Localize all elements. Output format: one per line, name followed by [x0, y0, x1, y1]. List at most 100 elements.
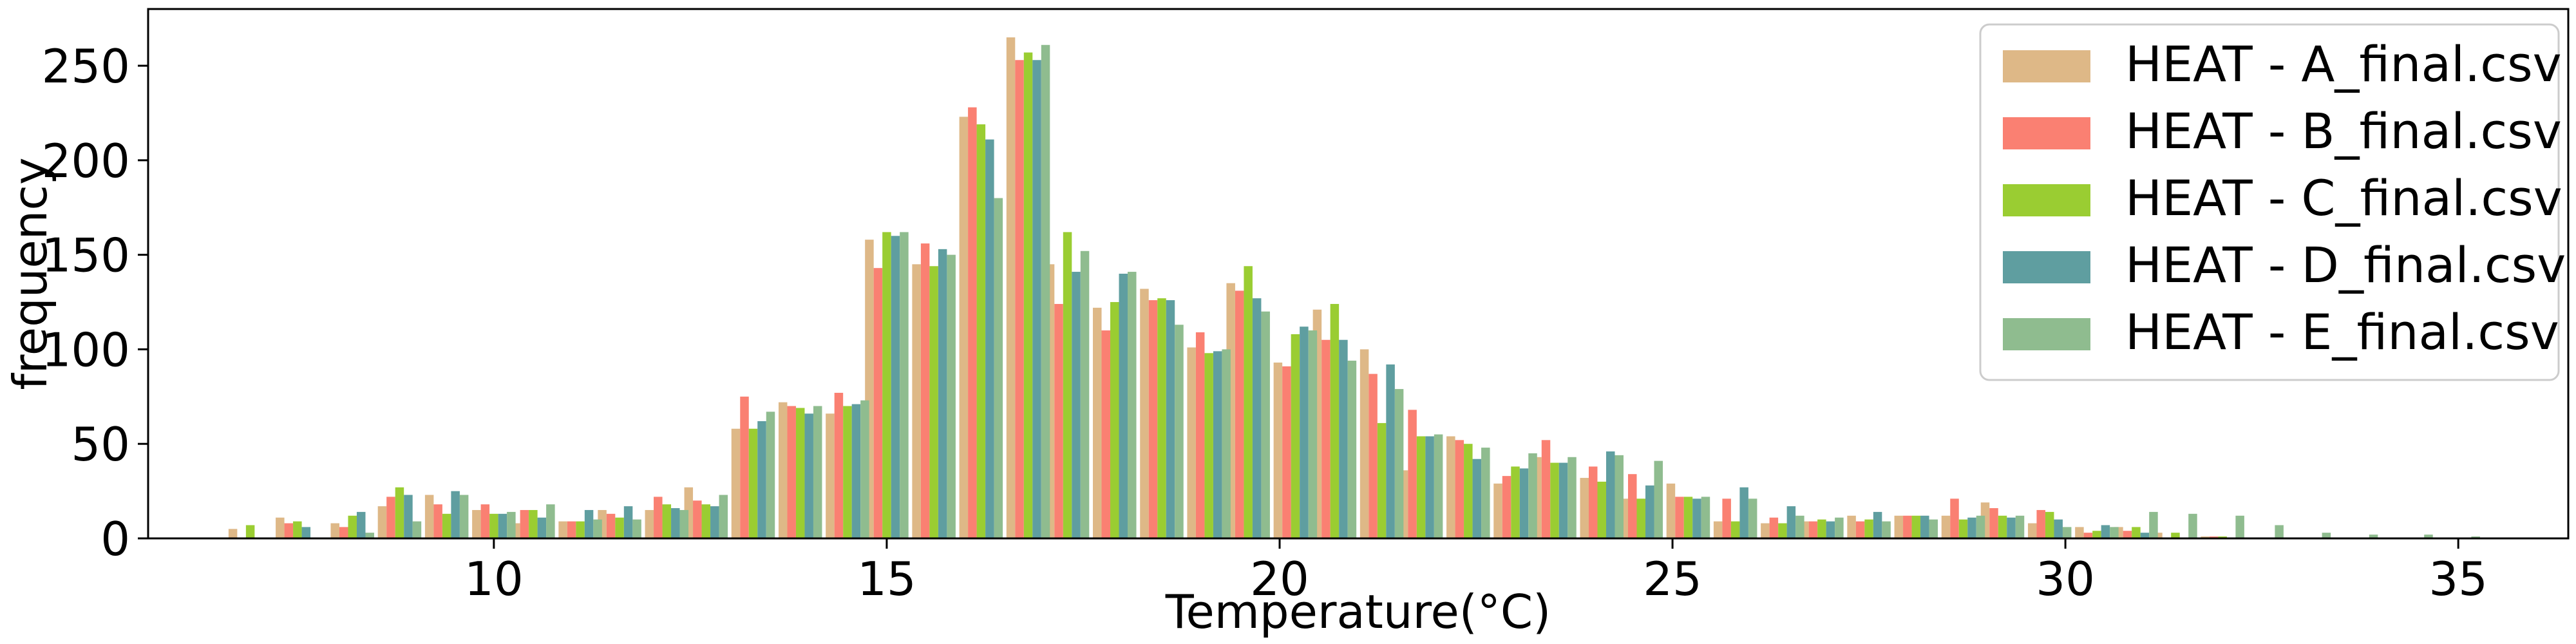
bar	[1222, 349, 1231, 538]
bar	[1929, 519, 1938, 538]
y-tick-label: 100	[42, 323, 130, 377]
bar	[489, 513, 498, 538]
bars-layer	[228, 37, 2480, 539]
bar	[377, 506, 387, 538]
bar	[459, 495, 469, 538]
bar	[1493, 483, 1502, 538]
bar	[293, 521, 302, 538]
bar	[2007, 517, 2016, 538]
legend-label: HEAT - B_final.csv	[2125, 102, 2562, 160]
bar	[1339, 339, 1348, 538]
bar	[1235, 290, 1244, 538]
bar	[1882, 521, 1891, 538]
bar	[2054, 519, 2063, 538]
bar	[748, 428, 758, 538]
bar	[900, 232, 909, 538]
bar	[2092, 531, 2101, 538]
bar	[778, 402, 788, 538]
bar	[1157, 298, 1166, 538]
x-axis-ticks: 10 15 20 25 30 35	[464, 538, 2488, 606]
bar	[1291, 334, 1300, 538]
bar	[1541, 440, 1551, 538]
bar	[1472, 459, 1482, 538]
bar	[693, 500, 702, 538]
bar	[976, 124, 986, 538]
bar	[2132, 527, 2141, 538]
bar	[813, 406, 822, 538]
bar	[2171, 533, 2180, 538]
bar	[1195, 332, 1205, 538]
bar	[1920, 515, 1929, 538]
bar	[1032, 60, 1041, 538]
bar	[679, 509, 689, 538]
bar	[1722, 498, 1731, 538]
bar	[1416, 436, 1426, 538]
bar	[615, 517, 624, 538]
legend-swatch	[2003, 117, 2090, 149]
y-tick-label: 250	[42, 39, 130, 93]
y-tick-label: 150	[42, 229, 130, 283]
bar	[1605, 451, 1615, 538]
bar	[451, 491, 460, 538]
x-tick-label: 35	[2429, 552, 2488, 606]
bar	[529, 509, 538, 538]
bar	[1502, 476, 1511, 538]
bar	[766, 412, 775, 538]
bar	[1455, 440, 1464, 538]
bar	[2015, 515, 2025, 538]
bar	[938, 249, 947, 538]
bar	[1128, 272, 1137, 538]
legend-swatch	[2003, 318, 2090, 350]
bar	[645, 509, 654, 538]
bar	[912, 264, 921, 538]
bar	[1213, 351, 1222, 538]
bar	[365, 533, 374, 538]
bar	[1023, 52, 1033, 538]
bar	[1072, 272, 1081, 538]
bar	[1425, 436, 1434, 538]
bar	[1826, 521, 1835, 538]
bar	[1786, 506, 1796, 538]
bar	[985, 139, 994, 538]
bar	[424, 495, 434, 538]
bar	[1321, 339, 1331, 538]
plot-frame	[147, 8, 2570, 540]
bar	[1989, 508, 1998, 538]
bar	[1140, 289, 1149, 538]
bar	[1204, 353, 1213, 538]
bar	[1903, 515, 1912, 538]
bar	[1654, 460, 1663, 538]
bar	[1666, 483, 1676, 538]
bar	[1347, 361, 1357, 538]
bar	[1282, 366, 1291, 538]
legend-label: HEAT - D_final.csv	[2125, 236, 2566, 294]
bar	[558, 521, 567, 538]
bar	[1446, 436, 1455, 538]
bar	[567, 521, 576, 538]
bar	[1911, 515, 1921, 538]
bar	[1175, 325, 1184, 538]
bar	[795, 408, 805, 538]
bar	[2036, 509, 2045, 538]
legend-swatch	[2003, 184, 2090, 216]
bar	[301, 527, 311, 538]
bar	[1261, 311, 1270, 538]
bar	[2083, 533, 2093, 538]
bar	[882, 232, 891, 538]
bar	[1588, 466, 1598, 538]
bar	[787, 406, 796, 538]
bar	[1054, 303, 1063, 538]
bar	[2140, 533, 2150, 538]
bar	[2149, 511, 2158, 538]
bar	[1063, 232, 1072, 538]
bar	[1675, 497, 1684, 538]
bar	[2235, 515, 2244, 538]
bar	[826, 413, 835, 538]
bar	[1015, 60, 1024, 538]
bar	[757, 421, 766, 538]
y-tick-label: 200	[42, 134, 130, 188]
bar	[929, 266, 938, 538]
bar	[412, 521, 422, 538]
bar	[851, 404, 861, 538]
bar	[1359, 349, 1369, 538]
